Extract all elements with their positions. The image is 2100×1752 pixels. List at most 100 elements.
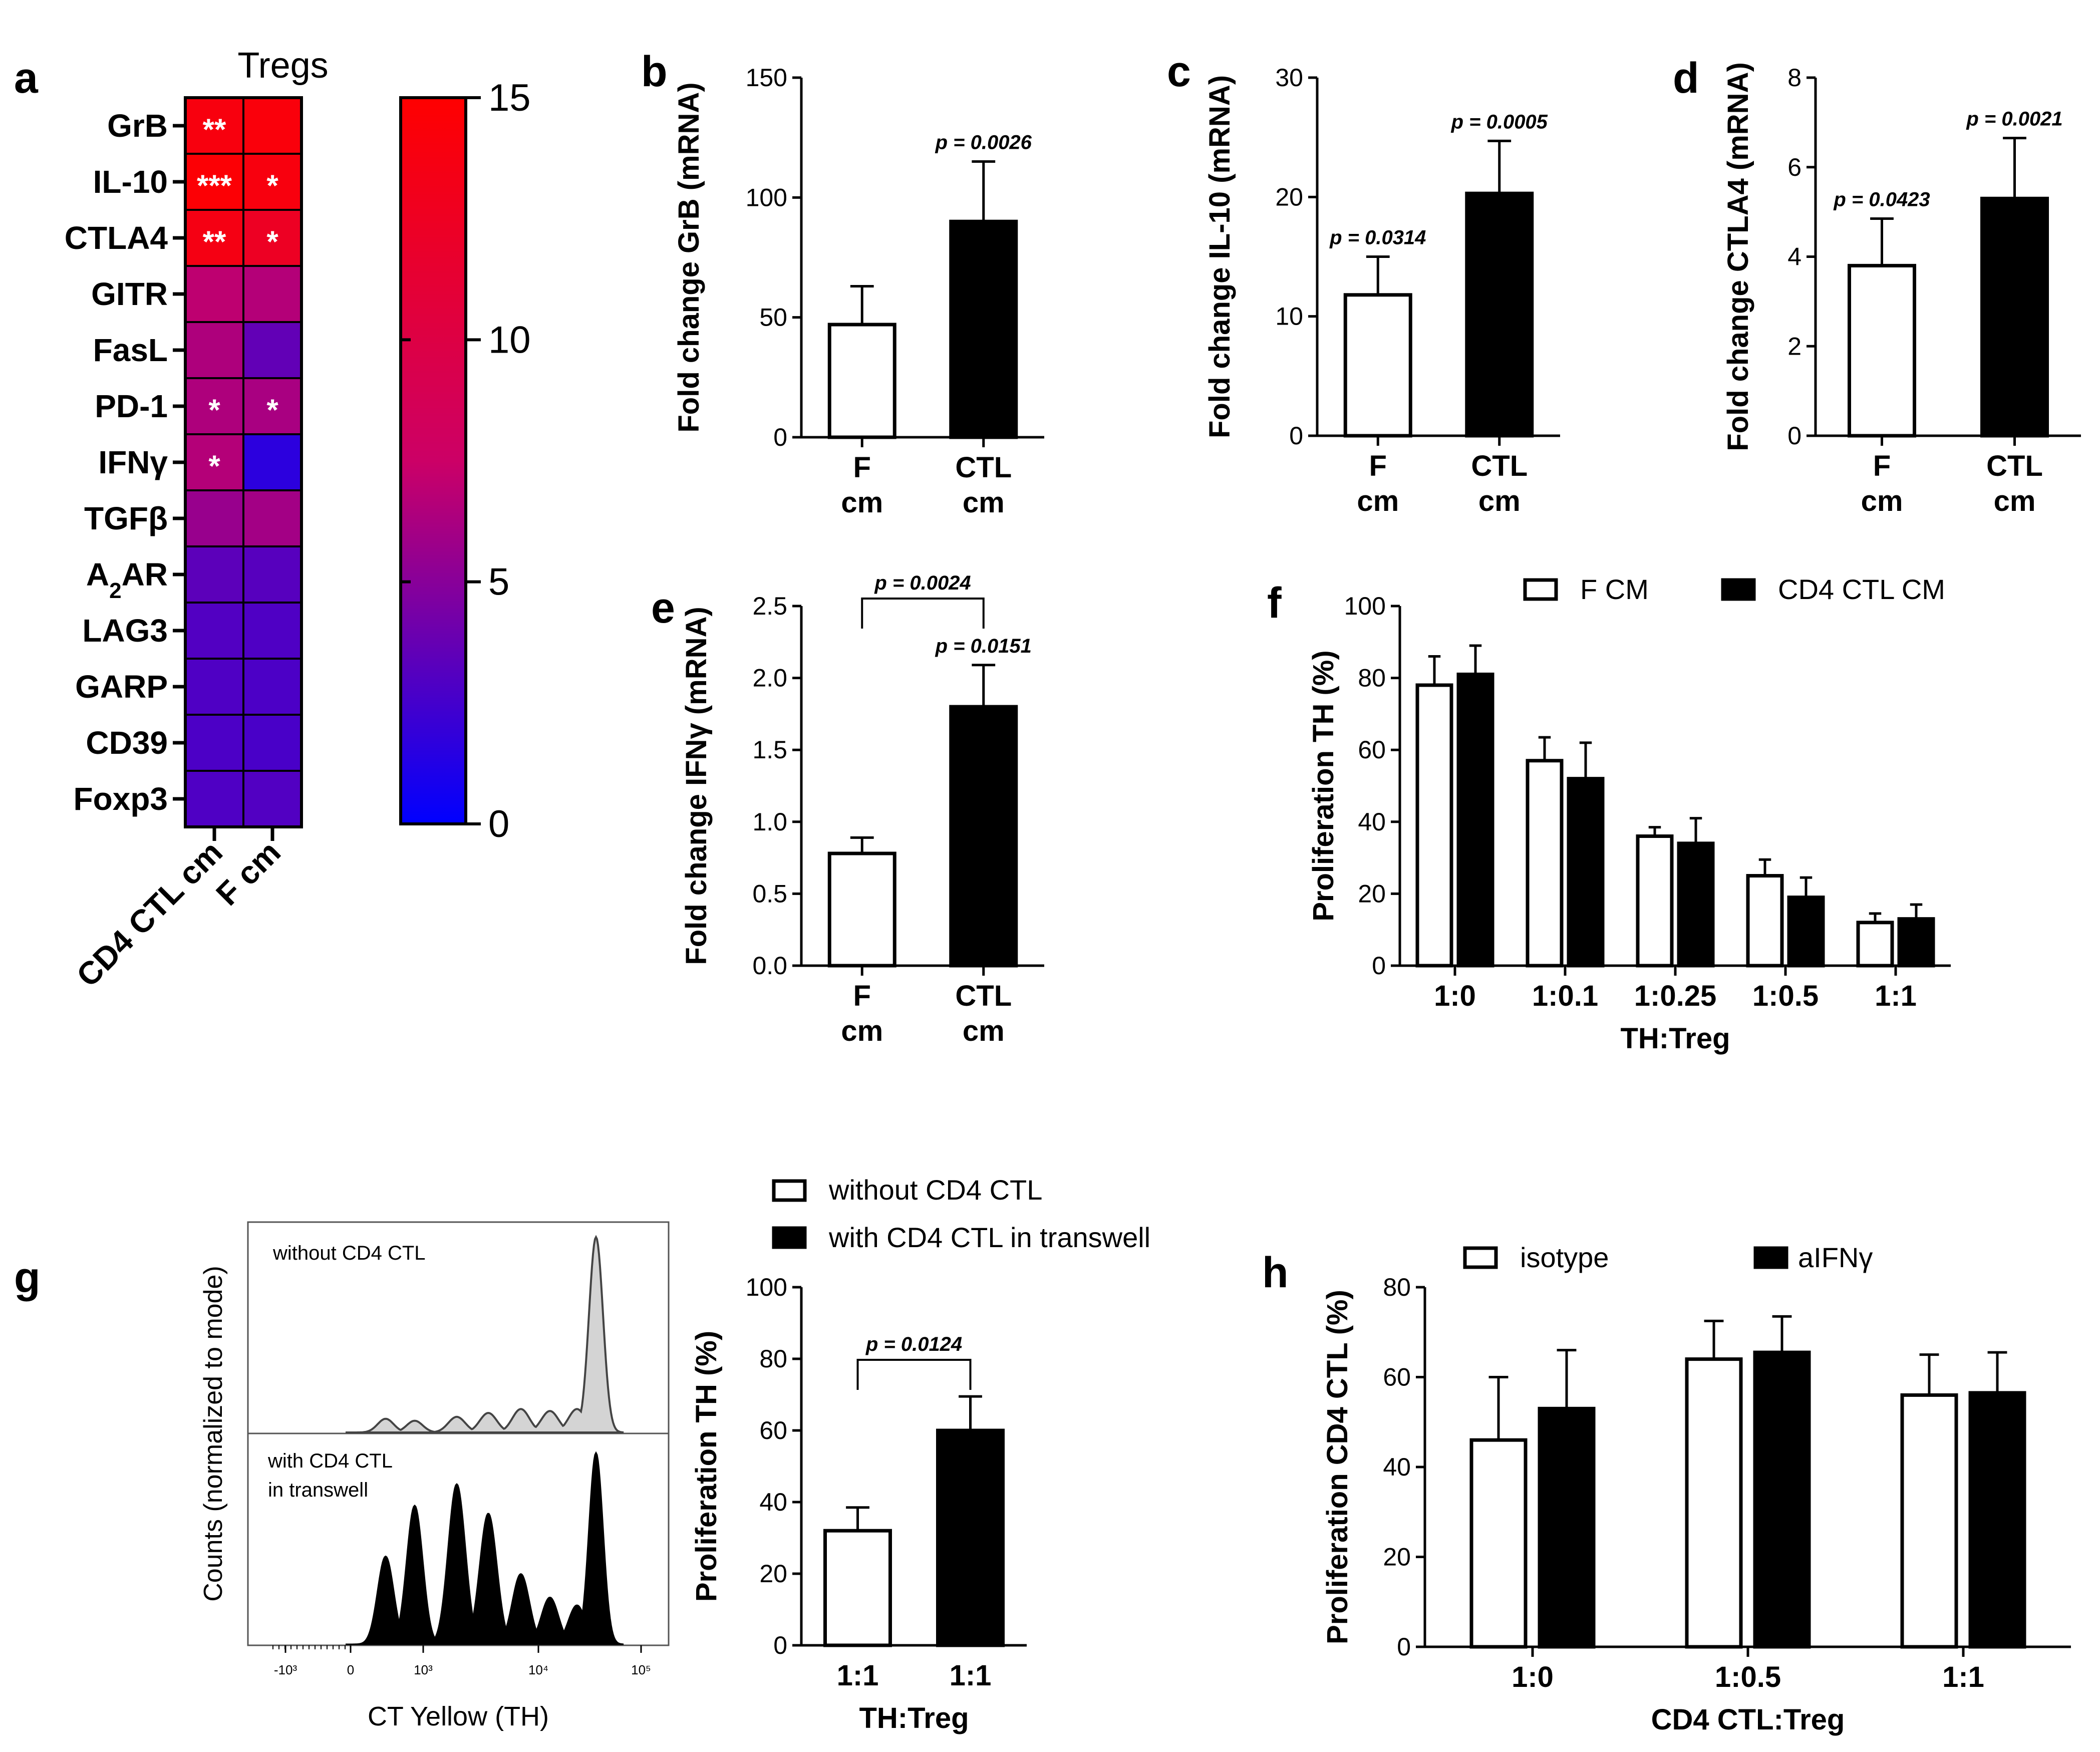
x-tick-label: cm: [841, 1015, 883, 1047]
legend-swatch-filled: [772, 1226, 807, 1249]
y-tick-label: 0: [1787, 422, 1802, 450]
y-tick-label: 60: [1358, 736, 1386, 764]
legend-label-isotype: isotype: [1520, 1242, 1609, 1273]
significance-bracket: [861, 598, 985, 629]
bar-chart-f: 0 20 40 60 80 100 Proliferation TH (%) 1:0 1:0.1…: [1307, 592, 1951, 1055]
heatmap-cell: [184, 714, 244, 772]
x-tick-label: 1:0.1: [1532, 980, 1598, 1012]
y-tick-label: 0: [773, 423, 787, 451]
colorbar-tick-label: 5: [488, 561, 509, 604]
x-tick-label: CTL: [1471, 450, 1528, 482]
heatmap-cell: [242, 658, 303, 716]
column-label: CD4 CTL cm: [70, 834, 229, 994]
y-tick-label: 20: [1358, 880, 1386, 908]
bar: [1456, 672, 1494, 968]
bar: [936, 1428, 1005, 1647]
panel-letter-h: h: [1262, 1249, 1289, 1297]
track-label: in transwell: [268, 1479, 368, 1501]
panel-letter-c: c: [1167, 48, 1191, 96]
colorbar-tick-label: 15: [488, 77, 531, 119]
y-tick-label: 40: [1383, 1453, 1411, 1481]
x-tick-label: cm: [963, 486, 1005, 519]
y-tick-label: 0: [1372, 952, 1386, 980]
y-axis-label: Proliferation CD4 CTL (%): [1321, 1290, 1354, 1644]
y-tick-label: 0: [1397, 1633, 1411, 1661]
x-tick-label: -10³: [274, 1662, 297, 1677]
row-label: PD-1: [95, 388, 168, 424]
p-value-annotation: p = 0.0026: [935, 132, 1032, 154]
heatmap-cell: [242, 545, 303, 604]
x-axis-label: CT Yellow (TH): [368, 1701, 549, 1731]
panel-letter-g: g: [14, 1254, 41, 1302]
bar: [1526, 759, 1564, 968]
panel-letter-d: d: [1673, 54, 1699, 102]
x-tick-label: cm: [1994, 485, 2036, 517]
y-tick-label: 2.5: [752, 592, 787, 620]
p-value-annotation: p = 0.0423: [1833, 189, 1930, 211]
x-tick-label: cm: [963, 1015, 1005, 1047]
y-tick-label: 100: [1344, 592, 1386, 620]
x-tick-label: cm: [1478, 485, 1521, 517]
bar: [1968, 1391, 2026, 1649]
y-axis-label: Fold change IL-10 (mRNA): [1204, 75, 1236, 438]
legend-label-with-cd4-ctl: with CD4 CTL in transwell: [828, 1222, 1150, 1253]
y-axis-label: Counts (normalized to mode): [199, 1266, 228, 1602]
row-label: A2AR: [86, 556, 168, 603]
y-tick-label: 1.5: [752, 736, 787, 764]
y-axis-label: Fold change IFNγ (mRNA): [680, 607, 713, 965]
panel-letter-f: f: [1267, 579, 1282, 627]
heatmap-cell: [242, 321, 303, 379]
heatmap-panel-a: Tregs ***** *** ** ** GrBIL-10CTLA4GITRFasL…: [65, 46, 531, 994]
x-tick-label: 1:1: [1942, 1661, 1984, 1693]
x-tick-label: 10³: [414, 1662, 433, 1677]
x-tick-label: cm: [1861, 485, 1903, 517]
bar-chart-g: 0 20 40 60 80 100 Proliferation TH (%) 1:1 1:1 TH…: [690, 1273, 1027, 1734]
p-value-bracket: p = 0.0024: [874, 572, 971, 594]
y-tick-label: 0: [773, 1631, 787, 1659]
row-label: GrB: [107, 108, 168, 144]
significance-marker: **: [203, 225, 226, 258]
y-tick-label: 20: [1275, 183, 1303, 211]
y-tick-label: 2: [1787, 332, 1802, 360]
legend-swatch-open: [1523, 578, 1558, 601]
x-tick-label: CTL: [955, 451, 1012, 484]
bar: [1848, 263, 1916, 438]
y-tick-label: 20: [759, 1560, 787, 1588]
legend-label-cd4-ctl-cm: CD4 CTL CM: [1778, 573, 1945, 605]
bar: [827, 851, 896, 968]
panel-letter-e: e: [651, 584, 675, 632]
row-label: GITR: [91, 276, 168, 312]
y-tick-label: 8: [1787, 64, 1802, 92]
significance-marker: *: [208, 393, 220, 427]
heatmap-cell: [242, 714, 303, 772]
x-tick-label: 1:1: [1875, 980, 1917, 1012]
y-tick-label: 1.0: [752, 808, 787, 836]
y-tick-label: 40: [759, 1488, 787, 1516]
panel-letter-b: b: [641, 48, 668, 96]
y-axis-label: Fold change CTLA4 (mRNA): [1722, 62, 1754, 451]
x-tick-label: cm: [841, 486, 883, 519]
bar: [1677, 841, 1715, 968]
legend-swatch-filled: [1753, 1246, 1788, 1269]
heatmap-cell: [184, 321, 244, 379]
significance-marker: *: [266, 225, 278, 258]
row-label: GARP: [75, 669, 168, 705]
heatmap-cell: [242, 97, 303, 155]
legend-label-without-cd4-ctl: without CD4 CTL: [828, 1174, 1042, 1206]
x-tick-label: 1:0: [1512, 1661, 1554, 1693]
x-tick-label: 1:1: [837, 1659, 879, 1692]
y-tick-label: 4: [1787, 243, 1802, 271]
y-tick-label: 100: [746, 183, 787, 211]
y-tick-label: 80: [759, 1345, 787, 1373]
legend-swatch-filled: [1721, 578, 1756, 601]
legend-label-f-cm: F CM: [1580, 573, 1649, 605]
colorbar-tick-label: 10: [488, 319, 531, 361]
x-tick-label: 0: [347, 1662, 354, 1677]
bar: [1636, 834, 1674, 968]
histogram-without-cd4-ctl: [346, 1235, 624, 1433]
y-tick-label: 20: [1383, 1543, 1411, 1571]
row-label: IL-10: [93, 164, 168, 200]
x-axis-label: TH:Treg: [859, 1702, 969, 1734]
